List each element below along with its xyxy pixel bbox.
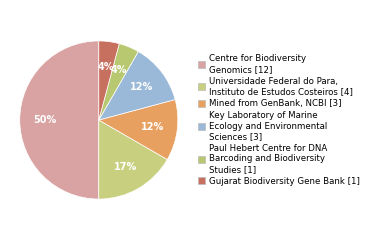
Text: 12%: 12%: [141, 122, 164, 132]
Text: 12%: 12%: [130, 82, 153, 92]
Text: 4%: 4%: [98, 62, 114, 72]
Text: 17%: 17%: [114, 162, 137, 172]
Wedge shape: [99, 52, 175, 120]
Wedge shape: [20, 41, 99, 199]
Wedge shape: [99, 44, 138, 120]
Text: 50%: 50%: [33, 115, 57, 125]
Wedge shape: [99, 41, 119, 120]
Wedge shape: [99, 100, 178, 160]
Legend: Centre for Biodiversity
Genomics [12], Universidade Federal do Para,
Instituto d: Centre for Biodiversity Genomics [12], U…: [198, 54, 359, 186]
Text: 4%: 4%: [111, 65, 128, 75]
Wedge shape: [99, 120, 167, 199]
